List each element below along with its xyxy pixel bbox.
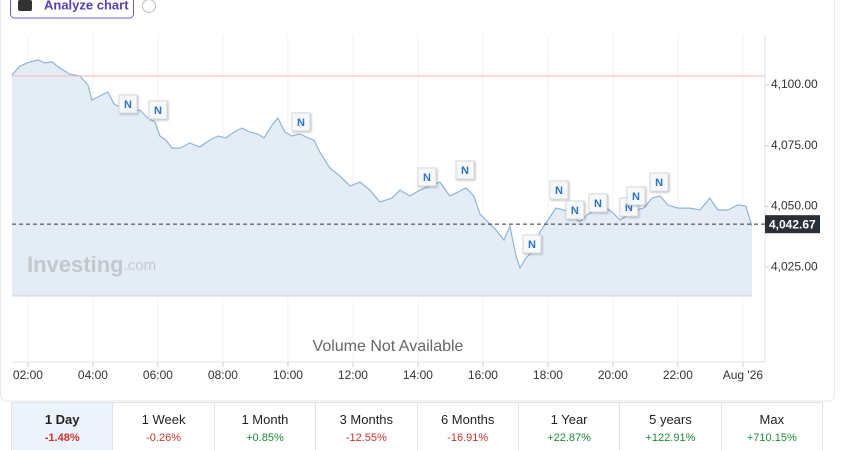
x-tick-label: 18:00: [533, 368, 563, 382]
x-tick-label: Aug '26: [723, 368, 764, 382]
x-tick-label: 04:00: [78, 368, 108, 382]
period-label[interactable]: 1 Month: [241, 412, 289, 427]
x-tick-label: 22:00: [663, 368, 693, 382]
volume-note: Volume Not Available: [313, 338, 464, 355]
x-tick-label: 10:00: [273, 368, 303, 382]
period-label[interactable]: 1 Year: [550, 412, 588, 427]
news-marker-label: N: [632, 191, 640, 203]
news-marker: [148, 100, 168, 120]
info-icon[interactable]: [142, 0, 156, 13]
x-tick-label: 06:00: [143, 368, 173, 382]
chart: Analyze chart 02:00 04:00 06:00 08:00 10:00 1…: [0, 0, 835, 402]
period-tabs: 1 Day -1.48% 1 Week -0.26% 1 Month +0.85% 3 Mo…: [11, 402, 823, 450]
x-tick-label: 02:00: [13, 368, 43, 382]
period-change: -12.55%: [345, 432, 387, 444]
period-label[interactable]: 1 Week: [141, 412, 186, 427]
period-change: +0.85%: [246, 432, 284, 444]
period-tab[interactable]: Max +710.15%: [722, 403, 822, 450]
period-change: +710.15%: [746, 432, 797, 444]
current-label-box: [765, 215, 820, 234]
period-label[interactable]: 5 years: [649, 412, 692, 427]
y-tick-label: 4,100.00: [771, 77, 818, 91]
y-tick-label: 4,075.00: [771, 138, 818, 152]
news-marker: [649, 172, 669, 192]
news-marker-label: N: [594, 198, 602, 210]
period-tab[interactable]: 1 Month +0.85%: [215, 403, 317, 450]
current-label: 4,042.67: [769, 217, 816, 231]
watermark-suffix: .com: [124, 257, 157, 274]
watermark: Investing.com: [27, 252, 156, 277]
period-tab[interactable]: 1 Day -1.48%: [12, 403, 114, 450]
area: [12, 60, 753, 296]
period-tab[interactable]: 3 Months -12.55%: [316, 403, 418, 450]
period-change: +122.91%: [645, 432, 696, 444]
analyze-button[interactable]: [10, 0, 134, 19]
news-marker: [588, 193, 608, 213]
period-change: -0.26%: [146, 432, 181, 444]
x-tick-label: 08:00: [208, 368, 238, 382]
news-marker-label: N: [461, 165, 469, 177]
period-change: +22.87%: [547, 432, 591, 444]
news-marker-label: N: [124, 99, 132, 111]
x-tick-label: 14:00: [403, 368, 433, 382]
news-marker: [455, 160, 475, 180]
x-tick-label: 16:00: [468, 368, 498, 382]
period-label[interactable]: Max: [759, 412, 785, 427]
news-marker: [565, 200, 585, 220]
news-marker-label: N: [655, 177, 663, 189]
news-marker-label: N: [571, 205, 579, 217]
y-tick-label: 4,050.00: [771, 199, 818, 213]
news-marker-label: N: [625, 202, 633, 214]
ai-icon: [18, 0, 32, 11]
news-marker: [291, 112, 311, 132]
news-marker: [626, 186, 646, 206]
news-marker-label: N: [555, 185, 563, 197]
period-change: -16.91%: [447, 432, 489, 444]
x-tick-label: 20:00: [598, 368, 628, 382]
period-label[interactable]: 1 Day: [44, 412, 80, 427]
period-change: -1.48%: [44, 432, 80, 444]
news-marker-label: N: [423, 172, 431, 184]
news-marker-label: N: [297, 117, 305, 129]
analyze-label[interactable]: Analyze chart: [44, 0, 129, 12]
y-tick-label: 4,025.00: [771, 259, 818, 273]
watermark-main: Investing: [27, 252, 124, 277]
news-marker: [417, 167, 437, 187]
news-marker: [522, 234, 542, 254]
period-tab[interactable]: 6 Months -16.91%: [418, 403, 519, 450]
period-label[interactable]: 6 Months: [440, 412, 495, 427]
news-marker-label: N: [154, 105, 162, 117]
news-marker-label: N: [528, 239, 536, 251]
frame: [0, 0, 835, 402]
period-tab[interactable]: 5 years +122.91%: [620, 403, 722, 450]
period-tab[interactable]: 1 Year +22.87%: [519, 403, 621, 450]
period-tab[interactable]: 1 Week -0.26%: [113, 403, 215, 450]
news-marker: [118, 94, 138, 114]
x-tick-label: 12:00: [338, 368, 368, 382]
period-label[interactable]: 3 Months: [339, 412, 394, 427]
news-marker: [549, 180, 569, 200]
